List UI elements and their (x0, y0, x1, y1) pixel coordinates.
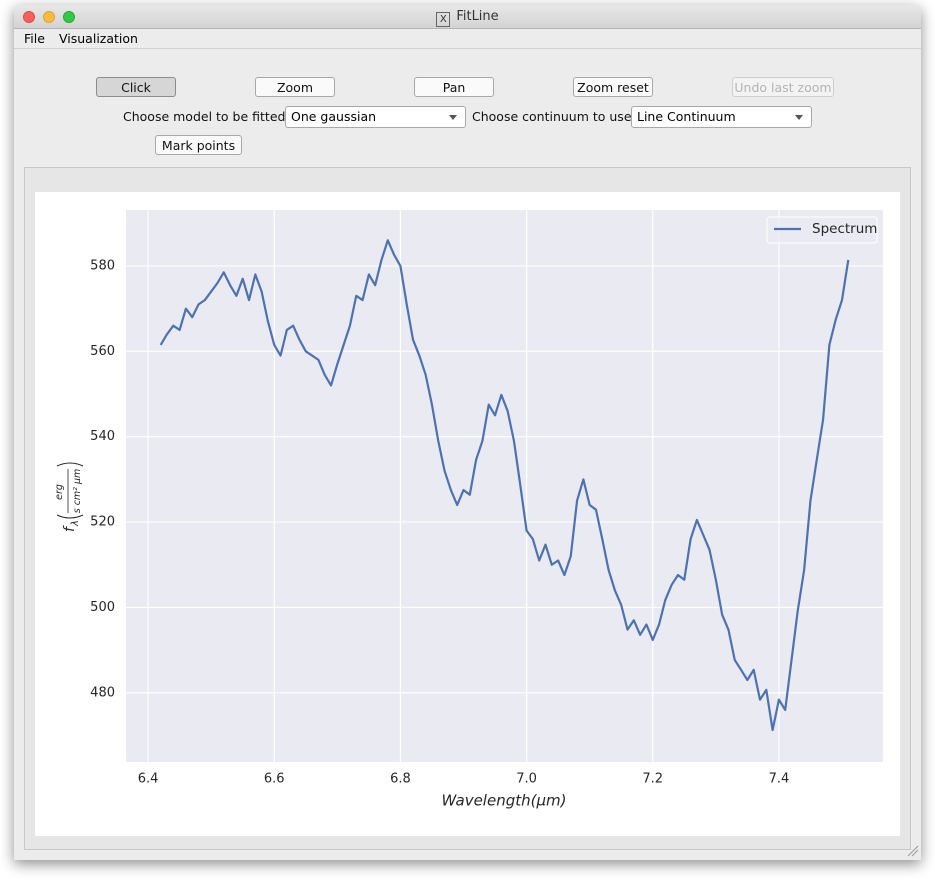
tool-button[interactable]: Click (96, 77, 176, 97)
x-tick-label: 6.6 (264, 772, 285, 787)
app-icon: X (436, 12, 451, 27)
plot-area (126, 210, 883, 762)
x-axis-label: Wavelength(μm) (442, 792, 567, 810)
tool-button: Undo last zoom (732, 77, 834, 97)
y-label-subscript: λ (70, 520, 81, 527)
paren (56, 462, 84, 467)
paren (56, 514, 84, 519)
x-tick-label: 7.2 (642, 772, 663, 787)
continuum-label: Choose continuum to use (472, 109, 632, 124)
legend: Spectrum (766, 216, 878, 244)
zoom-button[interactable] (63, 11, 75, 23)
spectrum-line (159, 239, 850, 732)
menu-item[interactable]: Visualization (59, 31, 138, 46)
continuum-combo[interactable]: Line Continuum (631, 106, 812, 128)
x-tick-label: 6.4 (138, 772, 159, 787)
menu-item[interactable]: File (24, 31, 45, 46)
resize-grip[interactable] (907, 845, 919, 857)
tool-button[interactable]: Zoom (255, 77, 335, 97)
tool-button[interactable]: Pan (414, 77, 494, 97)
legend-label: Spectrum (812, 221, 877, 237)
legend-box (766, 216, 878, 244)
y-label-numerator: erg (54, 484, 65, 500)
y-label-symbol: f (62, 525, 78, 532)
y-tick-label: 480 (90, 685, 115, 700)
title-text: FitLine (456, 9, 499, 24)
model-combo[interactable]: One gaussian (285, 106, 466, 128)
y-axis-label: f λ erg s cm² μm (54, 462, 84, 532)
grid (126, 210, 883, 762)
y-tick-label: 500 (90, 600, 115, 615)
mark-button[interactable]: Mark points (155, 135, 242, 155)
y-label-denominator: s cm² μm (72, 469, 83, 514)
x-tick-label: 7.0 (516, 772, 537, 787)
x-tick-label: 7.4 (769, 772, 790, 787)
tool-button[interactable]: Zoom reset (573, 77, 653, 97)
window-title: X FitLine (14, 9, 921, 27)
y-tick-label: 520 (90, 515, 115, 530)
y-tick-label: 540 (90, 429, 115, 444)
model-label: Choose model to be fitted (123, 109, 286, 124)
x-tick-label: 6.8 (390, 772, 411, 787)
minimize-button[interactable] (43, 11, 55, 23)
y-tick-label: 580 (90, 258, 115, 273)
close-button[interactable] (23, 11, 35, 23)
menu-bar: File Visualization (14, 29, 921, 49)
title-bar: X FitLine (14, 5, 921, 29)
y-tick-label: 560 (90, 344, 115, 359)
